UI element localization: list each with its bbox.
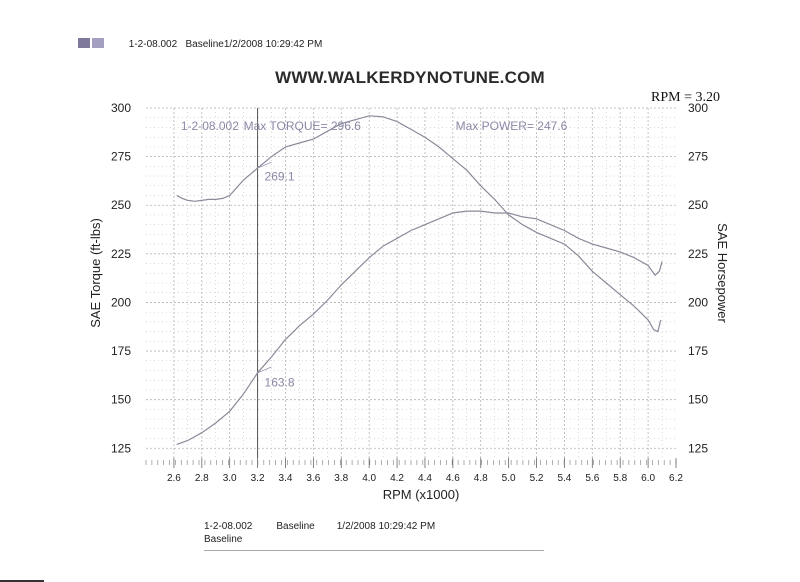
chart-axes: 2.6 2.8 3.0 3.2 3.4 3.6 3.8 4.0 4.2 4.4 4.6 4.8 5.0 5… [88, 101, 730, 502]
y-right-tick-label: 125 [688, 441, 708, 455]
x-tick-label: 4.4 [418, 473, 432, 484]
x-tick-label: 5.8 [613, 473, 627, 484]
chart-annotation: 269.1 [265, 169, 295, 183]
chart-annotation: 163.8 [265, 375, 295, 389]
chart-annotation: Max TORQUE= 296.6 [244, 119, 362, 133]
chart-annotation: 1-2-08.002 [181, 119, 239, 133]
y-right-tick-label: 300 [688, 101, 708, 115]
x-tick-label: 3.4 [279, 473, 293, 484]
scan-edge [0, 580, 44, 582]
run-header: 1-2-08.002 Baseline1/2/2008 10:29:42 PM [78, 38, 322, 50]
x-tick-label: 5.6 [585, 473, 599, 484]
y-right-tick-label: 175 [688, 344, 708, 358]
y-left-tick-label: 125 [111, 441, 131, 455]
x-tick-label: 3.6 [306, 473, 320, 484]
x-tick-label: 5.0 [502, 473, 516, 484]
legend-timestamp: 1/2/2008 10:29:42 PM [336, 521, 436, 532]
site-title: WWW.WALKERDYNOTUNE.COM [275, 68, 545, 87]
series-swatch-1 [78, 38, 90, 48]
x-tick-label: 3.0 [223, 473, 237, 484]
header-run-label: Baseline1/2/2008 10:29:42 PM [185, 39, 323, 50]
legend-label-2: Baseline [204, 534, 243, 545]
chart-annotations: 1-2-08.002 Max TORQUE= 296.6 Max POWER= 24… [181, 119, 568, 390]
rpm-readout: RPM = 3.20 [651, 90, 720, 105]
x-tick-label: 2.6 [167, 473, 181, 484]
torque-line [176, 115, 662, 333]
series-swatch-2 [92, 38, 104, 48]
y-right-tick-label: 225 [688, 247, 708, 261]
chart-series [176, 108, 663, 458]
y-left-tick-label: 275 [111, 150, 131, 164]
y-right-tick-label: 275 [688, 150, 708, 164]
header-run-id: 1-2-08.002 [128, 39, 178, 50]
y-left-tick-label: 300 [111, 101, 131, 115]
y-right-tick-label: 250 [688, 198, 708, 212]
x-tick-label: 4.6 [446, 473, 460, 484]
x-tick-label: 6.0 [641, 473, 655, 484]
chart-annotation: Max POWER= 247.6 [456, 119, 568, 133]
y-right-tick-label: 150 [688, 393, 708, 407]
x-tick-label: 6.2 [669, 473, 683, 484]
legend: 1-2-08.002 Baseline 1/2/2008 10:29:42 PM B… [204, 521, 435, 547]
y-left-tick-label: 150 [111, 393, 131, 407]
legend-label: Baseline [276, 521, 315, 532]
x-tick-label: 5.4 [557, 473, 571, 484]
x-tick-label: 4.8 [474, 473, 488, 484]
cursor-leader [257, 161, 272, 169]
cursor-leader [257, 366, 272, 374]
y-right-axis-label: SAE Horsepower [715, 223, 730, 323]
chart-grid [146, 107, 676, 458]
x-tick-label: 4.2 [390, 473, 404, 484]
x-tick-label: 4.0 [362, 473, 376, 484]
y-left-tick-label: 175 [111, 344, 131, 358]
legend-run-id: 1-2-08.002 [204, 521, 253, 532]
y-left-tick-label: 250 [111, 198, 131, 212]
y-left-tick-label: 200 [111, 295, 131, 309]
y-right-tick-label: 200 [688, 295, 708, 309]
y-left-tick-label: 225 [111, 247, 131, 261]
x-tick-label: 5.2 [530, 473, 544, 484]
x-tick-label: 3.2 [251, 473, 265, 484]
horsepower-line [176, 210, 663, 445]
x-axis-label: RPM (x1000) [383, 487, 460, 502]
y-left-axis-label: SAE Torque (ft-lbs) [88, 218, 103, 328]
legend-divider [204, 550, 544, 551]
x-tick-label: 3.8 [334, 473, 348, 484]
x-tick-label: 2.8 [195, 473, 209, 484]
